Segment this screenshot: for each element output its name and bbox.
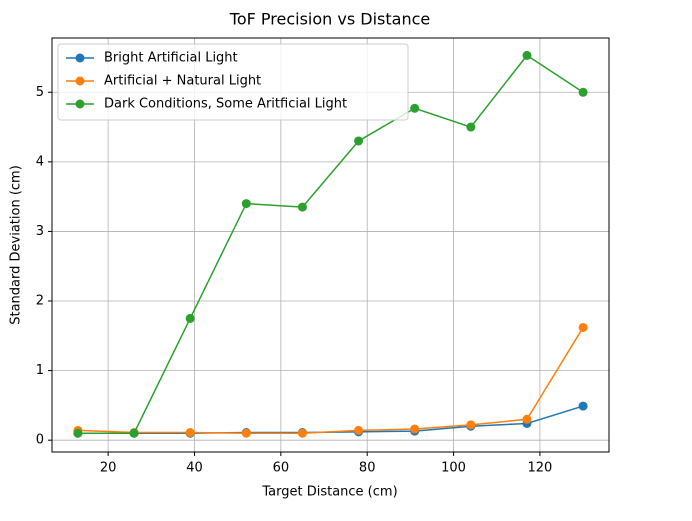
marker — [241, 428, 251, 438]
marker — [578, 322, 588, 332]
x-tick-label: 40 — [186, 461, 203, 476]
x-tick-label: 60 — [273, 461, 290, 476]
marker — [297, 428, 307, 438]
marker — [466, 420, 476, 430]
series-line — [77, 405, 584, 434]
marker — [241, 199, 251, 209]
y-tick-label: 3 — [36, 224, 44, 239]
x-tick-label: 80 — [359, 461, 376, 476]
legend-marker — [75, 99, 85, 109]
legend-label: Bright Artificial Light — [104, 51, 238, 66]
marker — [185, 428, 195, 438]
marker — [522, 414, 532, 424]
series-line — [77, 54, 584, 434]
marker — [73, 428, 83, 438]
y-tick-label: 2 — [36, 294, 44, 309]
marker — [410, 103, 420, 113]
marker — [354, 136, 364, 146]
legend-label: Artificial + Natural Light — [104, 74, 261, 89]
marker — [522, 50, 532, 60]
legend-marker — [75, 53, 85, 63]
marker — [578, 401, 588, 411]
plot-frame — [51, 37, 610, 453]
marker — [466, 122, 476, 132]
marker — [578, 87, 588, 97]
marker — [129, 428, 139, 438]
y-tick-label: 0 — [36, 433, 44, 448]
marker — [354, 425, 364, 435]
marker — [297, 202, 307, 212]
legend-marker — [75, 76, 85, 86]
x-axis-label: Target Distance (cm) — [261, 485, 397, 500]
legend-label: Dark Conditions, Some Aritficial Light — [104, 97, 347, 112]
series-line — [77, 327, 584, 434]
marker — [185, 313, 195, 323]
y-axis-label: Standard Deviation (cm) — [9, 165, 24, 325]
y-tick-label: 5 — [36, 85, 44, 100]
y-tick-label: 1 — [36, 363, 44, 378]
chart-title: ToF Precision vs Distance — [229, 10, 430, 29]
legend-box — [57, 43, 409, 121]
marker — [410, 424, 420, 434]
y-tick-label: 4 — [36, 154, 44, 169]
x-tick-label: 120 — [528, 461, 553, 476]
x-tick-label: 100 — [441, 461, 466, 476]
x-tick-label: 20 — [100, 461, 117, 476]
